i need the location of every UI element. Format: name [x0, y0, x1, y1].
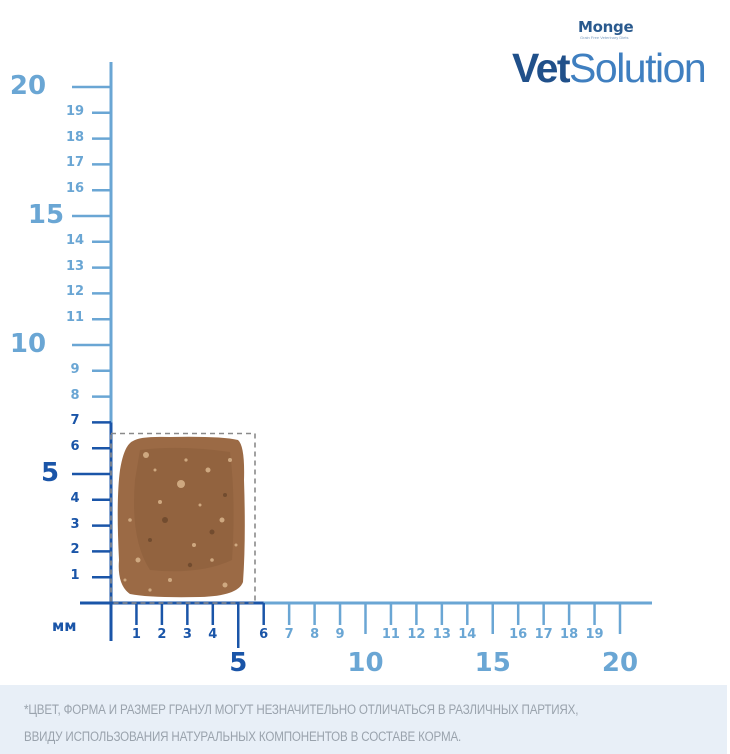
x-label-minor: 2	[157, 627, 167, 642]
x-label-minor: 9	[335, 627, 345, 642]
x-label-minor: 19	[585, 627, 604, 642]
y-label-minor: 19	[65, 103, 85, 119]
x-label-major: 5	[229, 648, 248, 678]
ruler-diagram	[72, 62, 652, 648]
x-label-minor: 18	[560, 627, 579, 642]
disclaimer-footer: *ЦВЕТ, ФОРМА И РАЗМЕР ГРАНУЛ МОГУТ НЕЗНА…	[0, 685, 727, 754]
x-label-major: 10	[347, 648, 384, 678]
x-label-major: 15	[474, 648, 511, 678]
y-label-minor: 11	[65, 310, 85, 326]
x-label-minor: 3	[182, 627, 192, 642]
y-label-minor: 8	[70, 387, 80, 403]
x-label-minor: 6	[259, 627, 269, 642]
logo-vet-text: Vet	[512, 45, 571, 91]
logo-solution-text: Solution	[569, 45, 707, 91]
monge-logo: Monge	[578, 18, 634, 36]
y-label-minor: 6	[70, 439, 80, 455]
x-label-minor: 13	[432, 627, 451, 642]
y-label-major: 20	[9, 71, 47, 101]
vetsolution-logo: VetSolution	[512, 44, 707, 92]
y-label-minor: 4	[70, 490, 80, 506]
y-label-minor: 17	[65, 155, 85, 171]
x-label-minor: 16	[509, 627, 528, 642]
y-label-minor: 1	[70, 568, 80, 584]
y-label-minor: 16	[65, 181, 85, 197]
y-label-major: 5	[40, 458, 60, 488]
monge-tagline: Grain Free Veterinary Diets	[580, 35, 629, 40]
kibble-bounding-box	[110, 432, 256, 604]
kibble-image	[117, 436, 245, 598]
y-label-minor: 9	[70, 361, 80, 377]
x-label-minor: 4	[208, 627, 218, 642]
y-label-minor: 13	[65, 258, 85, 274]
y-label-minor: 2	[70, 542, 80, 558]
y-label-major: 15	[27, 200, 65, 230]
y-label-minor: 7	[70, 413, 80, 429]
ruler-lines	[72, 62, 652, 648]
x-label-minor: 1	[131, 627, 141, 642]
x-label-minor: 17	[534, 627, 553, 642]
x-label-minor: 11	[381, 627, 400, 642]
y-label-minor: 14	[65, 232, 85, 248]
x-label-minor: 12	[407, 627, 426, 642]
disclaimer-line-2: ВВИДУ ИСПОЛЬЗОВАНИЯ НАТУРАЛЬНЫХ КОМПОНЕН…	[24, 729, 462, 744]
x-label-minor: 14	[458, 627, 477, 642]
y-label-major: 10	[9, 329, 47, 359]
y-label-minor: 3	[70, 516, 80, 532]
x-label-minor: 7	[284, 627, 294, 642]
x-label-minor: 8	[310, 627, 320, 642]
y-label-minor: 18	[65, 129, 85, 145]
disclaimer-line-1: *ЦВЕТ, ФОРМА И РАЗМЕР ГРАНУЛ МОГУТ НЕЗНА…	[24, 702, 579, 717]
x-label-major: 20	[601, 648, 639, 678]
y-label-minor: 12	[65, 284, 85, 300]
unit-label: мм	[52, 617, 77, 635]
